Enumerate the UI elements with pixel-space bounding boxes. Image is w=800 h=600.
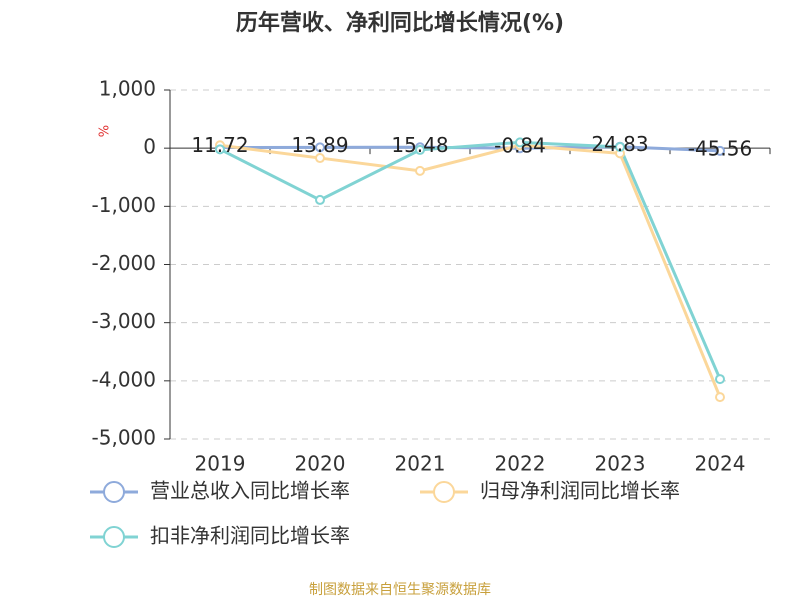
x-tick-label: 2024 [695,452,746,476]
data-label: 24.83 [591,132,648,156]
data-point [715,392,725,403]
x-tick-label: 2021 [395,452,446,476]
series-line [219,140,722,380]
series-line [219,145,721,153]
data-point [215,144,225,155]
y-axis-label: % [98,125,113,137]
series-line [219,143,722,398]
data-label: -0.84 [494,134,546,158]
data-label: 13.89 [291,133,348,157]
y-tick-label: -2,000 [92,251,156,275]
legend-marker [433,481,455,503]
data-point [415,165,425,176]
data-point [415,144,425,155]
source-note: 制图数据来自恒生聚源数据库 [309,582,491,598]
data-label: -45.56 [688,136,752,160]
legend-label: 归母净利润同比增长率 [480,479,680,503]
data-point [315,153,325,164]
data-point [315,142,325,153]
x-tick-label: 2023 [595,452,646,476]
legend-label: 营业总收入同比增长率 [150,479,350,503]
y-tick-label: -3,000 [92,309,156,333]
chart-title: 历年营收、净利同比增长情况(%) [236,10,564,36]
legend-marker [103,526,125,548]
y-tick-label: -4,000 [92,367,156,391]
data-point [615,142,625,153]
x-tick-label: 2019 [195,452,246,476]
data-label: 15.48 [391,133,448,157]
data-point [715,145,725,156]
data-point [515,137,525,148]
x-tick-label: 2022 [495,452,546,476]
y-tick-label: -5,000 [92,426,156,450]
y-tick-label: 0 [143,135,156,159]
y-tick-label: 1,000 [99,77,156,101]
x-tick-label: 2020 [295,452,346,476]
data-label: 11.72 [191,133,248,157]
data-point [715,374,725,385]
y-tick-label: -1,000 [92,193,156,217]
data-point [315,194,325,205]
legend-marker [103,481,125,503]
legend-label: 扣非净利润同比增长率 [150,524,350,548]
